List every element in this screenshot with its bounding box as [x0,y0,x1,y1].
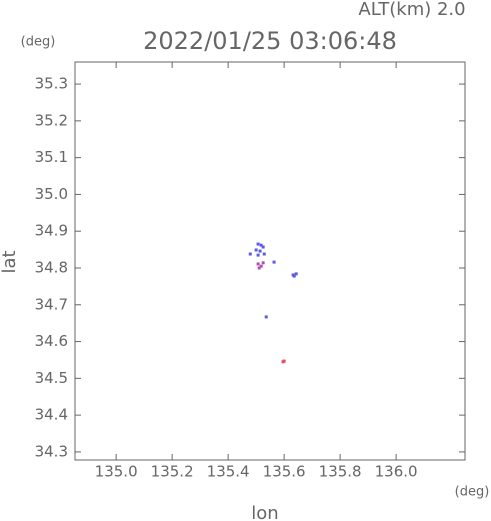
data-point [262,252,266,256]
y-tick-label: 34.5 [35,369,68,387]
x-tick-label: 135.8 [319,463,362,481]
data-point [261,261,265,265]
y-tick-label: 34.9 [35,222,68,240]
data-point [259,243,263,247]
data-point [257,266,261,270]
x-tick-label: 135.4 [207,463,250,481]
data-point [254,248,258,252]
x-tick-label: 135.0 [95,463,138,481]
y-tick-label: 35.2 [35,111,68,129]
plot-frame [74,61,466,461]
data-point [294,272,298,276]
data-point [292,274,296,278]
x-tick-label: 135.2 [151,463,194,481]
x-tick-label: 136.0 [375,463,418,481]
y-tick-label: 34.4 [35,406,68,424]
annotation: ALT(km) 2.0 [358,0,465,20]
x-tick-label: 135.6 [263,463,306,481]
y-axis-label: lat [0,250,20,273]
x-unit: (deg) [455,485,490,500]
y-tick-label: 35.1 [35,148,68,166]
data-point [272,260,276,264]
y-tick-label: 34.3 [35,442,68,460]
data-point [258,249,262,253]
data-point [248,252,252,256]
data-point [256,253,260,257]
data-point [282,359,286,363]
y-tick-label: 35.3 [35,75,68,93]
data-point [264,315,268,319]
data-point [256,262,260,266]
x-axis-label: lon [251,503,278,521]
y-tick-label: 34.6 [35,332,68,350]
data-point [256,242,260,246]
data-point [261,245,265,249]
y-tick-label: 35.0 [35,185,68,203]
data-point [259,264,263,268]
y-unit: (deg) [21,35,56,50]
y-tick-label: 34.8 [35,258,68,276]
y-tick-label: 34.7 [35,295,68,313]
chart-title: 2022/01/25 03:06:48 [143,27,397,55]
